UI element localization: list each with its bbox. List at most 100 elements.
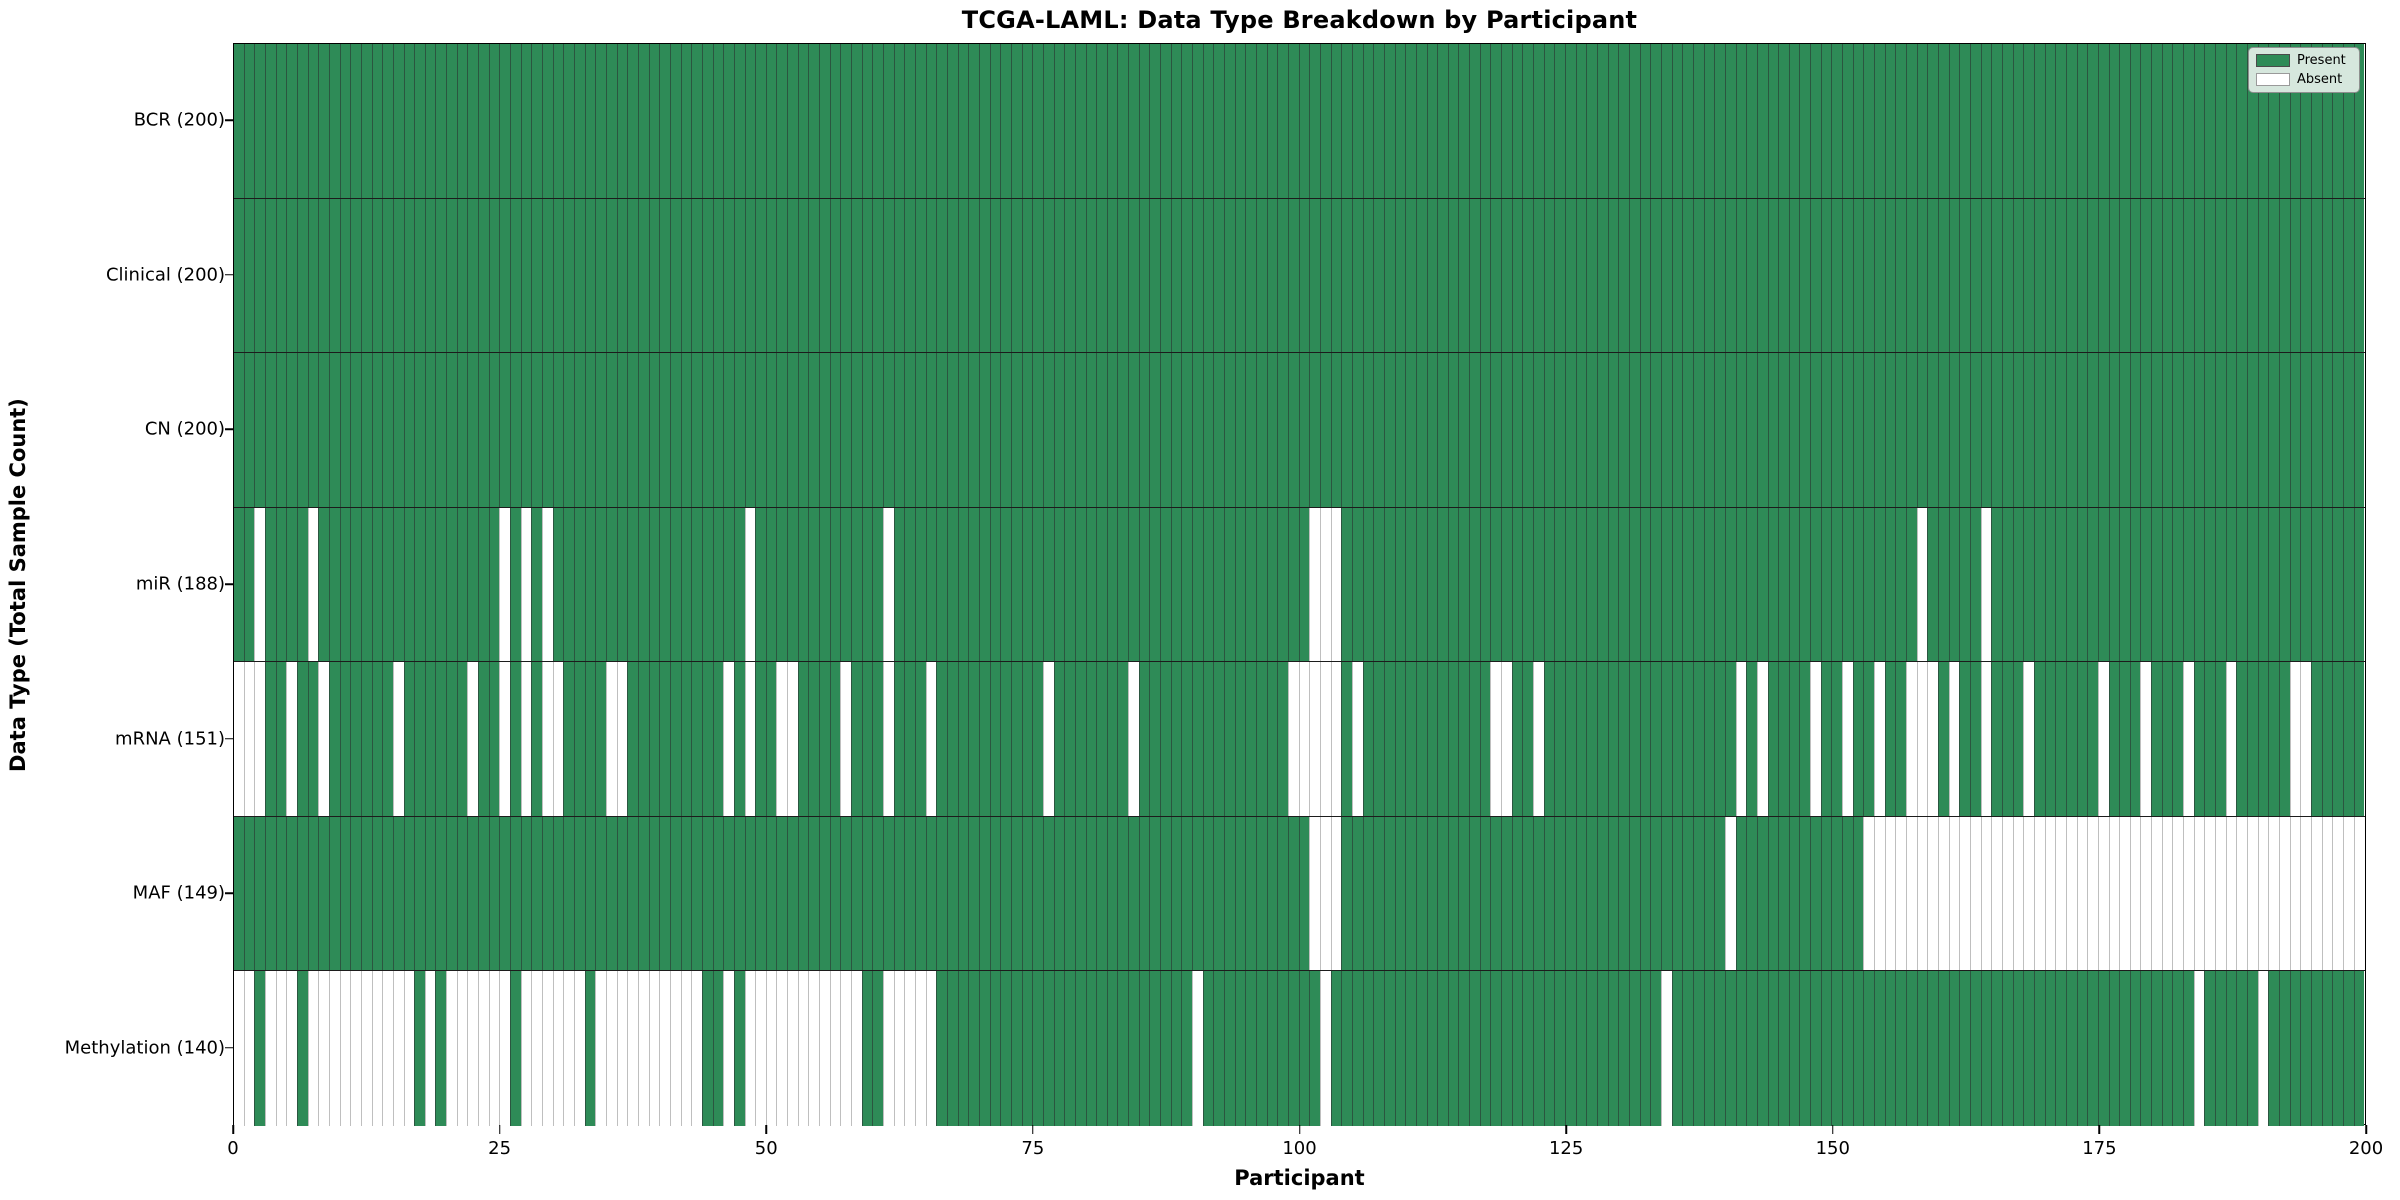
x-tick-label: 150	[1815, 1138, 1850, 1159]
matrix-cell	[2342, 44, 2354, 198]
matrix-cell	[904, 507, 915, 662]
matrix-cell	[1778, 971, 1789, 1126]
matrix-cell	[1437, 353, 1448, 507]
matrix-cell	[861, 507, 873, 662]
matrix-cell	[1458, 198, 1470, 353]
matrix-cell	[691, 507, 702, 662]
matrix-cell	[1767, 198, 1779, 353]
matrix-cell	[627, 44, 638, 198]
matrix-cell	[2087, 507, 2098, 662]
matrix-cell	[1394, 816, 1406, 971]
matrix-cell	[1287, 44, 1299, 198]
matrix-cell	[2097, 198, 2109, 353]
matrix-cell	[1277, 353, 1288, 507]
matrix-cell	[1149, 198, 1161, 353]
matrix-cell	[1266, 971, 1278, 1126]
matrix-cell	[2353, 816, 2365, 971]
matrix-cell	[1042, 971, 1054, 1126]
matrix-cell	[1799, 44, 1811, 198]
matrix-cell	[2183, 507, 2194, 662]
matrix-cell	[733, 816, 745, 971]
matrix-cell	[2268, 816, 2279, 971]
matrix-cell	[968, 44, 979, 198]
matrix-cell	[1852, 662, 1864, 816]
matrix-cell	[1660, 662, 1672, 816]
matrix-cell	[1351, 971, 1363, 1126]
matrix-cell	[669, 44, 681, 198]
matrix-cell	[1511, 44, 1523, 198]
matrix-cell	[1341, 816, 1352, 971]
matrix-cell	[531, 353, 543, 507]
matrix-cell	[1575, 662, 1587, 816]
matrix-cell	[1767, 44, 1779, 198]
matrix-cell	[488, 816, 500, 971]
matrix-cell	[510, 353, 521, 507]
matrix-cell	[2215, 198, 2226, 353]
matrix-cell	[2055, 353, 2066, 507]
matrix-cell	[2012, 198, 2024, 353]
matrix-cell	[2087, 198, 2098, 353]
matrix-cell	[254, 198, 265, 353]
matrix-cell	[1533, 507, 1544, 662]
matrix-cell	[1852, 507, 1864, 662]
matrix-cell	[350, 816, 361, 971]
matrix-cell	[733, 198, 745, 353]
matrix-cell	[2055, 507, 2066, 662]
matrix-cell	[552, 198, 564, 353]
matrix-cell	[1607, 198, 1619, 353]
matrix-cell	[563, 507, 574, 662]
matrix-cell	[787, 44, 798, 198]
matrix-cell	[1639, 44, 1651, 198]
matrix-cell	[2342, 353, 2354, 507]
matrix-cell	[563, 198, 574, 353]
matrix-cell	[2033, 353, 2045, 507]
matrix-cell	[1117, 44, 1129, 198]
matrix-cell	[2119, 971, 2130, 1126]
matrix-cell	[787, 971, 798, 1126]
matrix-cell	[1096, 44, 1107, 198]
matrix-cell	[925, 971, 937, 1126]
matrix-cell	[2225, 971, 2237, 1126]
matrix-cell	[1671, 816, 1683, 971]
matrix-cell	[797, 662, 809, 816]
matrix-cell	[2140, 353, 2152, 507]
matrix-cell	[2289, 662, 2301, 816]
matrix-cell	[2204, 971, 2216, 1126]
matrix-cell	[765, 816, 777, 971]
matrix-cell	[339, 662, 351, 816]
matrix-cell	[1511, 507, 1523, 662]
matrix-cell	[1895, 353, 1907, 507]
matrix-cell	[2300, 353, 2311, 507]
matrix-cell	[1202, 353, 1214, 507]
matrix-cell	[2321, 198, 2333, 353]
matrix-cell	[2204, 507, 2216, 662]
matrix-cell	[254, 353, 265, 507]
matrix-cell	[2097, 507, 2109, 662]
matrix-cell	[723, 353, 734, 507]
matrix-cell	[1959, 507, 1970, 662]
matrix-cell	[1618, 353, 1629, 507]
matrix-cell	[1767, 971, 1779, 1126]
matrix-cell	[2289, 816, 2301, 971]
matrix-cell	[1724, 507, 1736, 662]
matrix-cell	[669, 662, 681, 816]
matrix-cell	[1927, 198, 1938, 353]
matrix-cell	[1959, 353, 1970, 507]
matrix-cell	[1351, 816, 1363, 971]
matrix-cell	[360, 971, 372, 1126]
matrix-cell	[2300, 816, 2311, 971]
matrix-cell	[691, 198, 702, 353]
matrix-cell	[1586, 507, 1597, 662]
matrix-cell	[2033, 816, 2045, 971]
matrix-row-clinical	[234, 198, 2365, 354]
matrix-cell	[1714, 816, 1725, 971]
matrix-cell	[1256, 44, 1267, 198]
matrix-cell	[701, 816, 713, 971]
matrix-cell	[2172, 44, 2184, 198]
matrix-cell	[392, 662, 404, 816]
matrix-cell	[1565, 971, 1576, 1126]
matrix-cell	[510, 198, 521, 353]
matrix-cell	[840, 971, 852, 1126]
matrix-cell	[1362, 353, 1374, 507]
matrix-cell	[1511, 971, 1523, 1126]
